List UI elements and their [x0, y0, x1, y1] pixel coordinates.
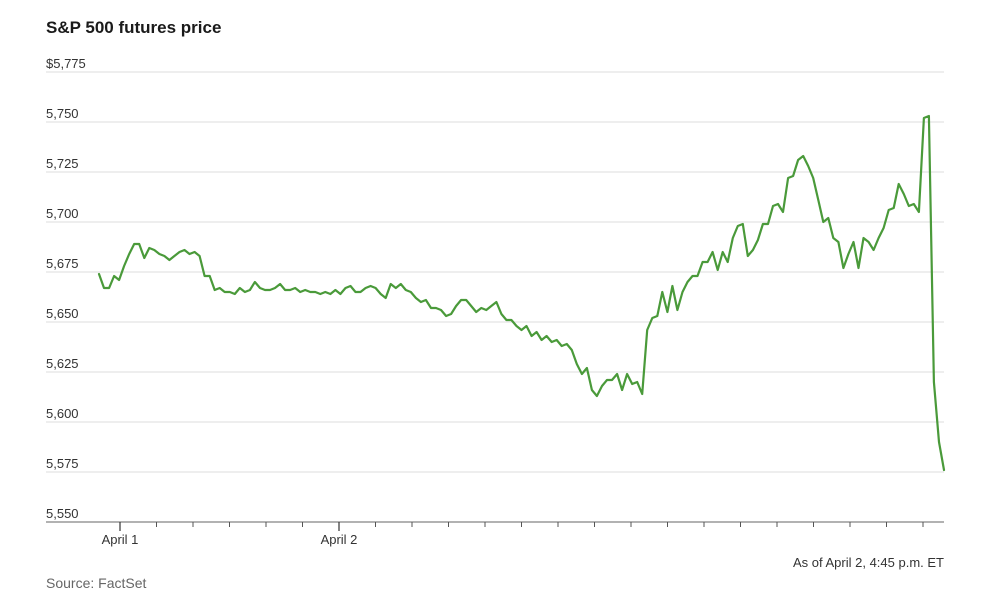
y-tick-label: 5,750: [46, 106, 79, 121]
y-tick-label: 5,650: [46, 306, 79, 321]
y-tick-label: 5,550: [46, 506, 79, 521]
y-tick-label: 5,600: [46, 406, 79, 421]
series-line: [97, 114, 946, 472]
y-tick-label: 5,675: [46, 256, 79, 271]
y-tick-label: 5,625: [46, 356, 79, 371]
x-tick-label: April 2: [321, 532, 358, 547]
y-tick-label: 5,575: [46, 456, 79, 471]
x-axis: April 1 April 2: [102, 522, 924, 547]
as-of-note: As of April 2, 4:45 p.m. ET: [792, 555, 944, 570]
y-tick-label: 5,725: [46, 156, 79, 171]
gridlines: [46, 71, 944, 523]
y-tick-label: $5,775: [46, 56, 86, 71]
y-tick-label: 5,700: [46, 206, 79, 221]
chart-title: S&P 500 futures price: [46, 18, 222, 37]
source-note: Source: FactSet: [46, 575, 147, 591]
series-layer: [97, 114, 946, 472]
x-tick-label: April 1: [102, 532, 139, 547]
y-axis-labels: $5,775 5,750 5,725 5,700 5,675 5,650 5,625 5,60…: [46, 56, 86, 521]
